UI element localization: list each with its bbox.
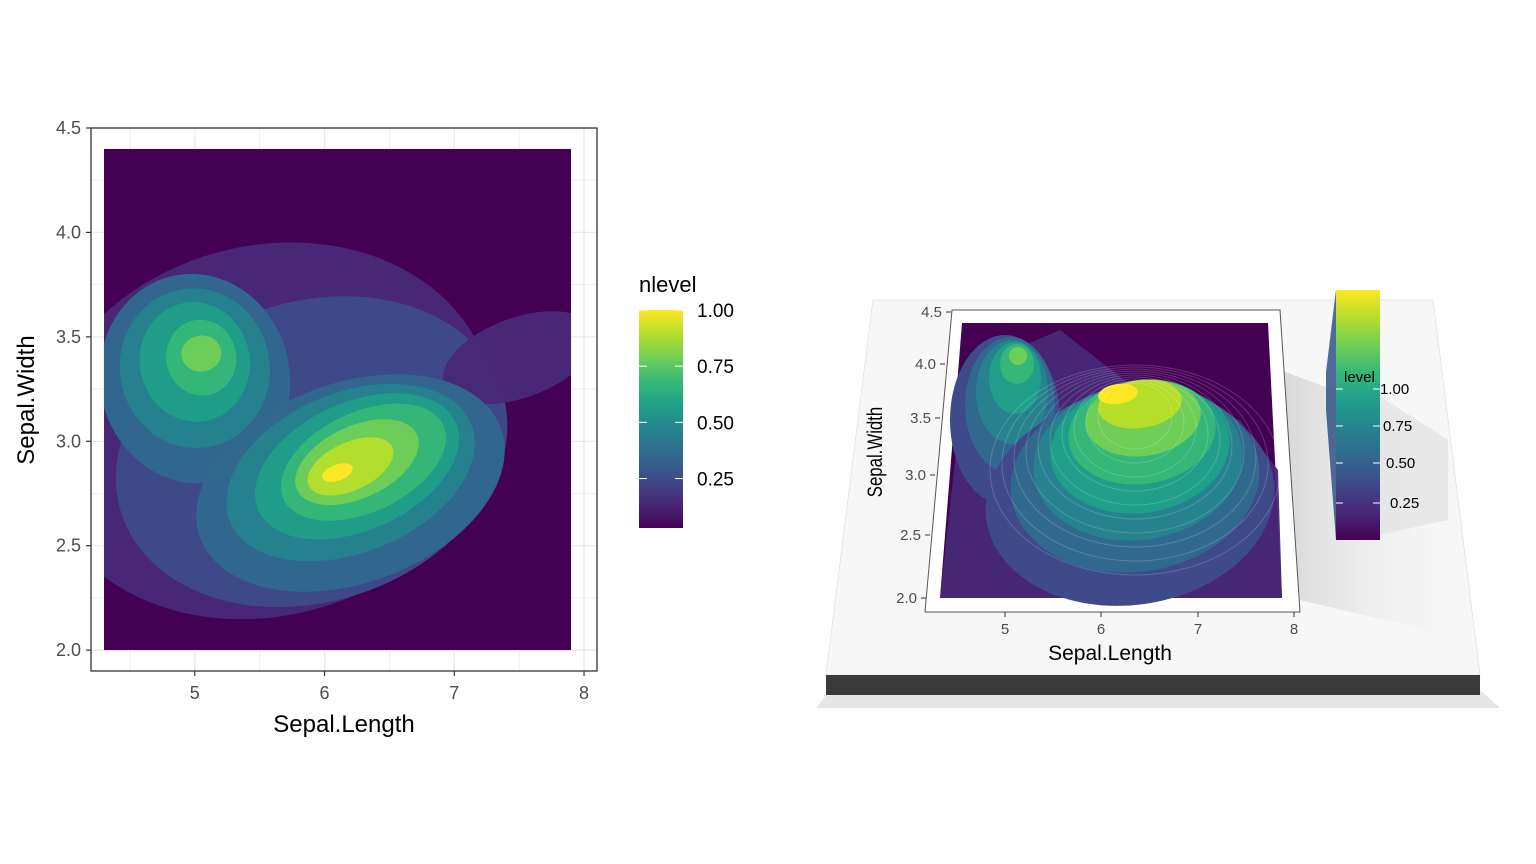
density-contour-band: [442, 311, 572, 405]
panel-border: [90, 127, 598, 672]
surface-main-peak-band: [1098, 383, 1138, 405]
legend-label: 0.75: [697, 357, 734, 378]
y-tick-label-3d: 3.5: [910, 410, 931, 427]
surface-contour-line: [1061, 376, 1209, 492]
y-tick-label: 3.0: [56, 431, 81, 451]
legend-3d-ticks: 1.00 0.75 0.50 0.25: [1336, 381, 1419, 512]
legend-label: 0.50: [697, 413, 734, 434]
legend-colorbar: [639, 310, 683, 528]
surface-contour-line: [1025, 370, 1245, 534]
legend-3d: level 1.00 0.75 0.50 0.25: [1326, 290, 1448, 540]
density-fill: [103, 148, 572, 651]
legend-3d-label: 0.75: [1383, 418, 1412, 435]
x-tick-label: 8: [579, 683, 589, 703]
x-tick-label: 6: [320, 683, 330, 703]
surface-contour-line: [1037, 372, 1233, 520]
surface-contour-line: [1001, 366, 1269, 562]
x-tick-label-3d: 6: [1097, 621, 1105, 638]
legend-label: 0.25: [697, 470, 734, 491]
legend-title: nlevel: [639, 272, 696, 297]
x-tick-label-3d: 8: [1290, 621, 1298, 638]
x-tick-label-3d: 5: [1001, 621, 1009, 638]
y-axis-ticks-3d: 2.0 2.5 3.0 3.5 4.0 4.5: [896, 304, 951, 607]
legend-3d-title-fragment: level: [1344, 369, 1375, 386]
x-tick-label-3d: 7: [1194, 621, 1202, 638]
legend: nlevel 1.00 0.75 0.50 0.25: [639, 272, 734, 528]
y-tick-label-3d: 4.0: [915, 356, 936, 373]
x-axis-title: Sepal.Length: [273, 711, 414, 738]
legend-3d-label: 0.25: [1390, 495, 1419, 512]
density-contour-band: [181, 335, 222, 372]
x-tick-label: 7: [449, 683, 459, 703]
legend-3d-shadow: [1378, 395, 1448, 535]
x-axis-ticks-3d: 5 6 7 8: [1001, 612, 1298, 638]
x-axis-ticks: 5 6 7 8: [190, 671, 589, 703]
y-tick-label: 3.5: [56, 327, 81, 347]
legend-ticks: 1.00 0.75 0.50 0.25: [639, 301, 734, 491]
y-tick-label-3d: 3.0: [905, 467, 926, 484]
surface-contour-line: [1073, 378, 1197, 478]
density-3d-render: 2.0 2.5 3.0 3.5 4.0 4.5 5 6 7 8 Sepal.Length Sep…: [816, 290, 1500, 708]
x-axis-title-3d: Sepal.Length: [1048, 642, 1172, 665]
legend-3d-bar-side: [1326, 290, 1336, 540]
surface-contour-line: [989, 364, 1281, 576]
surface-contour-line: [1097, 382, 1173, 450]
legend-3d-label: 1.00: [1380, 381, 1409, 398]
density-contour-band: [322, 463, 353, 482]
legend-3d-label: 0.50: [1386, 455, 1415, 472]
y-tick-label: 4.0: [56, 222, 81, 242]
y-axis-title-3d: Sepal.Width: [864, 407, 887, 498]
y-tick-label: 4.5: [56, 118, 81, 138]
surface-contour-line: [1013, 368, 1257, 548]
surface-left-peak-band: [1009, 347, 1027, 365]
surface-contour-line: [1049, 374, 1221, 506]
y-axis-ticks: 2.0 2.5 3.0 3.5 4.0 4.5: [56, 118, 91, 660]
y-tick-label: 2.5: [56, 536, 81, 556]
y-tick-label: 2.0: [56, 640, 81, 660]
y-axis-title: Sepal.Width: [13, 335, 40, 464]
legend-label: 1.00: [697, 301, 734, 322]
legend-3d-colorbar: [1336, 290, 1380, 540]
x-tick-label: 5: [190, 683, 200, 703]
base-side: [826, 675, 1480, 695]
density-3d-surface: [940, 330, 1282, 606]
density-2d-plot: 5 6 7 8 2.0 2.5 3.0 3.5 4.0 4.5 Sepal.Length Sep…: [13, 118, 734, 738]
surface-contour-line: [1085, 380, 1185, 464]
y-tick-label-3d: 2.0: [896, 590, 917, 607]
y-tick-label-3d: 4.5: [921, 304, 942, 321]
y-tick-label-3d: 2.5: [900, 527, 921, 544]
